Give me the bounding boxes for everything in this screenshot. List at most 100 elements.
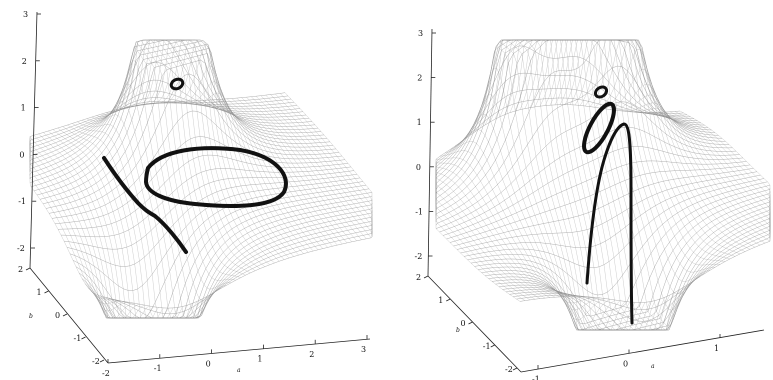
a-axis-tick-label: 2 — [309, 350, 314, 359]
mesh-line — [130, 39, 251, 274]
mesh-line — [469, 47, 611, 331]
z-axis-tick-label: -1 — [18, 197, 26, 206]
b-axis-tick-mark — [468, 321, 473, 325]
a-axis-ticks: -1 0 1 — [532, 334, 721, 380]
mesh-line — [51, 110, 343, 219]
mesh-line — [460, 174, 761, 254]
b-axis-ticks: 2 1 0 -1 -2 — [416, 273, 518, 374]
mesh-line — [66, 174, 358, 267]
mesh-line — [33, 40, 325, 191]
a-axis-tick-label: -1 — [154, 364, 162, 373]
z-axis-tick-label: 1 — [21, 104, 26, 113]
b-axis-tick-label: 0 — [461, 319, 466, 328]
mesh-line — [42, 53, 334, 204]
mesh-line — [459, 94, 601, 311]
surface-plot-left: 3 2 1 0 -1 -2 2 1 0 -1 -2 b -2 -1 0 1 2 3 a — [17, 10, 373, 378]
z-axis-tick-label: 2 — [417, 74, 422, 83]
b-axis-tick-label: 1 — [438, 296, 443, 305]
mesh-line — [29, 101, 295, 155]
b-axis-tick-label: 2 — [18, 265, 23, 274]
mesh-line — [265, 94, 373, 235]
mesh-line — [477, 191, 771, 331]
mesh-line — [29, 140, 135, 319]
mesh-line — [564, 39, 706, 295]
mesh-line — [453, 168, 754, 247]
mesh-line — [444, 141, 586, 297]
mesh-line — [96, 60, 217, 319]
mesh-line — [63, 170, 355, 250]
mesh-line — [449, 164, 751, 243]
mesh-line — [435, 104, 681, 187]
mesh-line — [57, 154, 349, 230]
mesh-line — [435, 88, 688, 191]
mesh-line — [481, 194, 771, 331]
mesh-line — [505, 214, 771, 331]
mesh-line — [29, 79, 304, 165]
mesh-line — [488, 200, 771, 331]
mesh-line — [604, 48, 746, 252]
a-axis-label: a — [237, 367, 241, 374]
mesh-line — [29, 62, 307, 169]
surface-mesh-right — [435, 39, 771, 331]
mesh-line — [589, 39, 731, 260]
b-axis-label: b — [29, 313, 33, 320]
z-axis-tick-label: 0 — [416, 163, 421, 172]
mesh-line — [435, 72, 691, 193]
b-axis-tick-label: -1 — [483, 342, 491, 351]
mesh-line — [60, 166, 352, 237]
surface-mesh-left — [29, 39, 373, 319]
mesh-line — [435, 39, 726, 219]
z-axis-line — [427, 28, 433, 277]
mesh-line — [649, 112, 771, 235]
mesh-line — [29, 90, 301, 162]
mesh-line — [52, 129, 174, 319]
mesh-line — [54, 136, 346, 224]
mesh-line — [114, 231, 373, 309]
mesh-line — [36, 44, 328, 196]
b-axis-tick-mark — [44, 290, 49, 294]
mesh-line — [140, 39, 261, 269]
mesh-line — [467, 181, 768, 296]
z-axis-tick-label: 2 — [22, 57, 27, 66]
b-axis-tick-label: -1 — [74, 334, 82, 343]
mesh-line — [516, 222, 771, 310]
closed-loop-small — [593, 85, 609, 99]
z-axis-ticks: 3 2 1 0 -1 -2 — [415, 29, 436, 261]
mesh-line — [29, 144, 120, 302]
mesh-line — [435, 186, 521, 302]
mesh-line — [72, 181, 364, 319]
mesh-line — [456, 171, 758, 250]
z-axis-ticks: 3 2 1 0 -1 -2 — [17, 10, 41, 253]
b-axis-tick-mark — [25, 267, 31, 271]
mesh-line — [524, 39, 666, 331]
mesh-line — [463, 178, 765, 268]
mesh-line — [435, 45, 695, 195]
mesh-line — [435, 65, 733, 226]
a-axis-tick-label: 1 — [257, 355, 262, 364]
mesh-line — [33, 135, 154, 319]
b-axis-tick-label: -2 — [92, 357, 100, 366]
mesh-line — [435, 97, 684, 189]
b-axis-tick-mark — [423, 275, 429, 279]
mesh-line — [39, 48, 331, 200]
mesh-line — [69, 177, 361, 291]
b-axis-line — [29, 267, 109, 364]
b-axis-line — [427, 275, 522, 373]
a-axis-line — [520, 329, 765, 373]
mesh-line — [442, 146, 744, 236]
closed-loop-medium — [582, 101, 616, 155]
mesh-line — [435, 175, 546, 299]
b-axis-tick-label: -2 — [505, 365, 513, 374]
z-axis-tick-label: 0 — [19, 150, 24, 159]
z-axis-line — [29, 11, 38, 269]
mesh-line — [29, 97, 298, 159]
z-axis-tick-label: 3 — [418, 29, 423, 38]
mesh-line — [212, 99, 333, 247]
mesh-line — [512, 219, 771, 322]
mesh-line — [236, 97, 357, 241]
closed-loop-small — [169, 77, 185, 91]
b-axis-tick-mark — [446, 298, 451, 302]
diagonal-curve — [102, 156, 188, 254]
b-axis-tick-label: 1 — [37, 288, 42, 297]
mesh-line — [90, 203, 373, 319]
